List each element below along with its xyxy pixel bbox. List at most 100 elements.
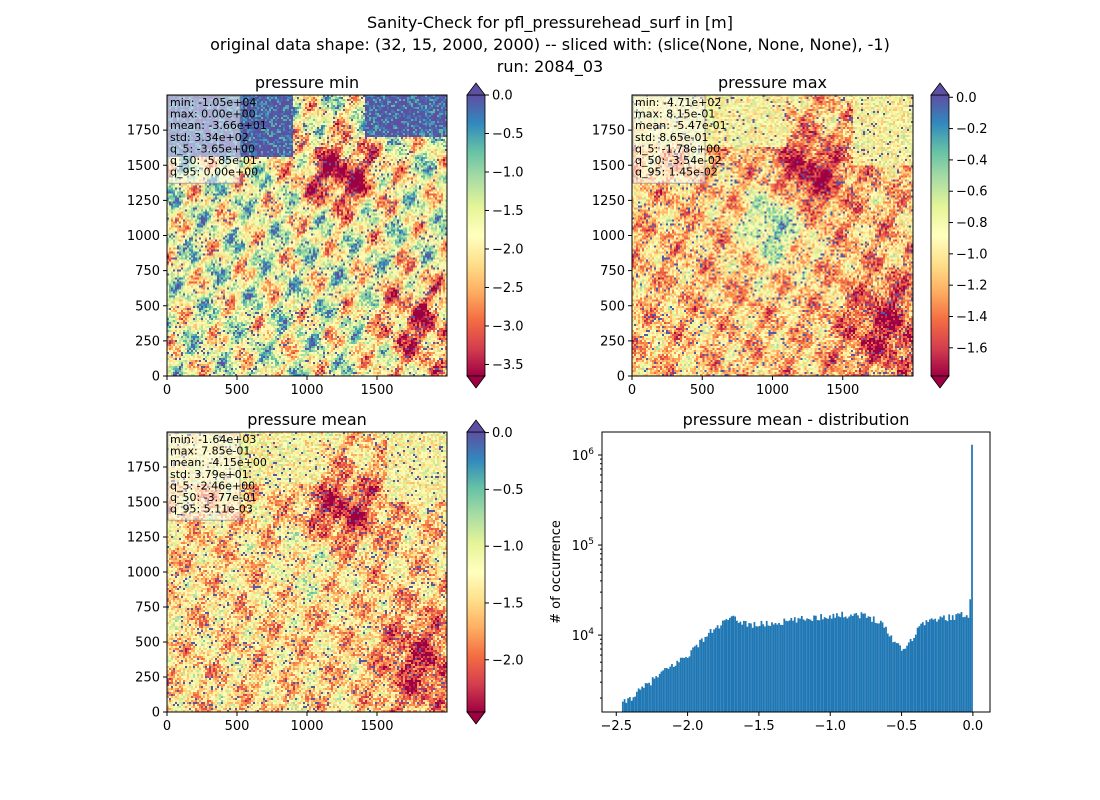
histogram-bar: [953, 619, 956, 712]
histogram-bar: [941, 617, 944, 712]
histogram-bar: [830, 618, 833, 712]
histogram-bar: [923, 625, 926, 712]
histogram-bar: [686, 657, 689, 712]
histogram-bar: [744, 621, 747, 712]
panel-title: pressure min: [255, 73, 359, 92]
x-tick-label: 1000: [290, 383, 323, 398]
histogram-bar: [793, 617, 796, 712]
histogram-bar: [913, 637, 915, 712]
histogram-bar: [748, 623, 751, 712]
y-tick-label: 1500: [127, 159, 160, 174]
histogram-bar: [946, 621, 949, 712]
histogram-bar: [790, 618, 793, 712]
panel-title: pressure mean - distribution: [683, 410, 910, 429]
y-tick-label: 0: [617, 370, 625, 385]
histogram-bar: [814, 615, 817, 712]
histogram-bar: [832, 613, 835, 712]
stats-line: max: 8.15e-01: [635, 108, 715, 121]
stats-line: mean: -4.15e+00: [170, 456, 267, 469]
stats-line: std: 3.34e+02: [170, 131, 249, 144]
histogram-bar: [943, 615, 945, 712]
histogram-bar: [874, 622, 877, 712]
histogram-bar: [762, 624, 765, 712]
stats-line: std: 3.79e+01: [170, 468, 249, 481]
x-tick-label: 1500: [360, 719, 393, 734]
histogram-bar: [939, 616, 942, 712]
histogram-bar: [927, 621, 930, 712]
x-tick-label: 0: [163, 719, 171, 734]
histogram-bar: [816, 620, 819, 712]
histogram-bar: [755, 626, 758, 712]
histogram-bar: [914, 634, 917, 712]
histogram-bar: [772, 624, 775, 712]
y-tick-label: 1500: [127, 496, 160, 511]
histogram-bar: [672, 667, 675, 712]
histogram-bar: [783, 618, 786, 712]
y-tick-label: 1000: [127, 229, 160, 244]
colorbar-gradient: [930, 94, 950, 377]
histogram-bar: [839, 617, 842, 712]
colorbar-tick-label: −0.4: [956, 153, 988, 168]
colorbar-tick-label: −2.5: [492, 281, 524, 296]
histogram-bar: [906, 645, 908, 712]
histogram-bar: [971, 444, 973, 712]
y-tick-label: 1500: [592, 159, 625, 174]
histogram-bar: [778, 622, 780, 712]
histogram-bar: [697, 647, 700, 712]
histogram-bar: [750, 623, 752, 712]
colorbar-extend-min: [466, 375, 486, 389]
histogram-bar: [821, 619, 824, 712]
colorbar-tick-label: −0.5: [492, 483, 524, 498]
histogram-bar: [922, 622, 924, 712]
histogram-bar: [848, 616, 851, 712]
histogram-bar: [869, 616, 872, 712]
y-tick-label: 500: [135, 636, 160, 651]
histogram-bar: [834, 617, 837, 712]
histogram-bar: [916, 627, 919, 712]
colorbar-tick-label: −1.2: [956, 279, 988, 294]
histogram-bar: [657, 677, 659, 712]
stats-line: min: -4.71e+02: [635, 96, 721, 109]
histogram-bar: [732, 615, 735, 712]
histogram-bar: [893, 641, 896, 712]
histogram-bar: [851, 615, 854, 712]
colorbar-gradient: [466, 94, 486, 377]
histogram-bar: [730, 616, 733, 712]
histogram-bar: [918, 626, 921, 712]
histogram-bar: [664, 668, 666, 712]
histogram-bar: [844, 616, 847, 712]
stats-line: mean: -5.47e-01: [635, 119, 727, 132]
histogram-bar: [695, 644, 698, 712]
stats-line: q_95: 0.00e+00: [170, 166, 258, 179]
y-tick-label: 1000: [592, 229, 625, 244]
histogram-bar: [767, 625, 770, 712]
histogram-bar: [636, 691, 638, 712]
histogram-bar: [967, 617, 970, 712]
histogram-bar: [872, 616, 875, 712]
stats-line: q_50: -3.54e-02: [635, 154, 722, 167]
histogram-bar: [797, 618, 800, 712]
histogram-bar: [962, 617, 965, 712]
histogram-bar: [934, 618, 937, 712]
histogram-bar: [881, 622, 884, 712]
histogram-bar: [774, 622, 777, 712]
stats-line: q_50: -3.77e-01: [170, 491, 257, 504]
colorbar-tick-label: −2.0: [492, 242, 524, 257]
histogram-bar: [644, 683, 647, 712]
histogram-bar: [751, 627, 754, 712]
histogram-bar: [665, 667, 668, 712]
histogram-bar: [681, 657, 684, 712]
histogram-bar: [964, 616, 966, 712]
stats-box: [167, 95, 241, 184]
stats-line: q_5: -3.65e+00: [170, 142, 255, 155]
histogram-bar: [711, 632, 714, 712]
histogram-bar: [937, 619, 940, 712]
x-tick-label: 1000: [756, 383, 789, 398]
histogram-bar: [734, 616, 737, 712]
histogram-bar: [804, 620, 807, 712]
stats-line: mean: -3.66e+01: [170, 119, 267, 132]
x-tick-label: −1.5: [743, 719, 775, 734]
histogram-bar: [718, 628, 721, 712]
histogram-bars: [621, 444, 973, 712]
histogram-bar: [643, 687, 645, 712]
